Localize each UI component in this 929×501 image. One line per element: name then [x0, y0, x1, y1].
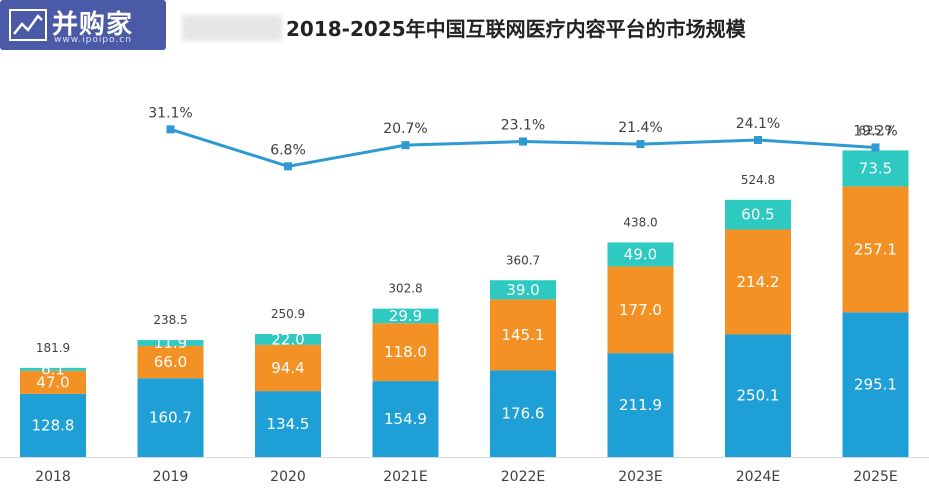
bar-segment: [842, 150, 909, 187]
x-tick-label: 2018: [35, 469, 71, 485]
bar-segment: [255, 344, 321, 392]
total-label: 181.9: [36, 341, 70, 355]
data-label: 211.9: [619, 396, 662, 414]
data-label: 145.1: [502, 326, 545, 344]
growth-label: 20.7%: [383, 121, 427, 137]
bar-segment: [137, 340, 204, 346]
data-label: 177.0: [619, 301, 662, 319]
chart-title: 2018-2025年中国互联网医疗内容平台的市场规模: [286, 17, 746, 41]
x-tick-label: 2019: [153, 469, 189, 485]
total-label: 250.9: [271, 307, 305, 321]
bar-segment: [725, 229, 791, 335]
growth-label: 19.2%: [853, 123, 897, 139]
data-label: 250.1: [737, 387, 780, 405]
logo: 并购家 www.ipoipo.cn: [0, 0, 166, 50]
data-label: 295.1: [854, 376, 897, 394]
bar-segment: [20, 393, 86, 457]
bar-segment: [372, 308, 439, 324]
bar-segment: [255, 391, 321, 457]
growth-label: 24.1%: [736, 116, 780, 132]
bar-segment: [255, 334, 321, 345]
bar-segment: [20, 370, 86, 394]
x-tick-label: 2021E: [383, 469, 427, 485]
logo-text: 并购家: [52, 10, 134, 40]
bar-segment: [137, 378, 204, 457]
chart-logo-icon: [9, 9, 47, 41]
data-label: 214.2: [737, 273, 780, 291]
stacked-bar-chart: 128.8 47.06.1 181.9 2018 160.7 66.011.9 238.5 2…: [0, 105, 929, 485]
data-label: 257.1: [854, 240, 897, 258]
x-tick-label: 2020: [270, 469, 306, 485]
growth-marker: [166, 125, 175, 134]
total-label: 302.8: [388, 282, 422, 296]
data-label: 73.5: [859, 159, 892, 177]
bar-segment: [607, 353, 674, 457]
data-label: 29.9: [389, 307, 422, 325]
data-label: 134.5: [267, 415, 310, 433]
x-tick-label: 2023E: [618, 469, 662, 485]
data-label: 60.5: [741, 206, 774, 224]
bar-segment: [137, 345, 204, 379]
data-label: 49.0: [624, 245, 657, 263]
total-label: 625.7: [858, 123, 892, 137]
bar-segment: [490, 299, 556, 371]
growth-marker: [871, 143, 880, 152]
growth-marker: [284, 162, 292, 171]
data-label: 154.9: [384, 410, 427, 428]
bar-segment: [490, 370, 556, 457]
x-tick-label: 2022E: [501, 469, 545, 485]
growth-marker: [519, 137, 527, 146]
data-label: 39.0: [506, 281, 539, 299]
blurred-source: [182, 15, 282, 41]
x-tick-label: 2025E: [853, 469, 897, 485]
bar-segment: [725, 199, 791, 230]
bar-segment: [725, 334, 791, 457]
bar-segment: [372, 323, 439, 382]
bar-segment: [490, 280, 556, 300]
data-label: 94.4: [271, 359, 304, 377]
data-label: 66.0: [154, 353, 187, 371]
growth-marker: [636, 140, 645, 149]
growth-marker: [754, 136, 762, 144]
bar-segment: [607, 266, 674, 354]
data-label: 176.6: [502, 405, 545, 423]
growth-label: 23.1%: [501, 118, 545, 134]
data-label: 6.1: [41, 360, 65, 378]
bar-segment: [607, 242, 674, 267]
x-tick-label: 2024E: [736, 469, 780, 485]
data-label: 118.0: [384, 343, 427, 361]
bar-segment: [842, 186, 909, 313]
data-label: 160.7: [149, 409, 192, 427]
growth-label: 21.4%: [618, 120, 662, 136]
data-label: 47.0: [36, 373, 69, 391]
bar-segment: [372, 381, 439, 457]
growth-label: 6.8%: [270, 142, 306, 158]
logo-url: www.ipoipo.cn: [54, 35, 132, 45]
total-label: 524.8: [741, 173, 775, 187]
bar-segment: [842, 312, 909, 457]
total-label: 360.7: [506, 253, 540, 267]
total-label: 238.5: [153, 313, 187, 327]
data-label: 128.8: [32, 416, 75, 434]
data-label: 22.0: [271, 330, 304, 348]
data-label: 11.9: [154, 334, 187, 352]
growth-marker: [401, 141, 410, 150]
bar-segment: [20, 367, 86, 371]
total-label: 438.0: [623, 215, 657, 229]
growth-label: 31.1%: [148, 105, 192, 121]
